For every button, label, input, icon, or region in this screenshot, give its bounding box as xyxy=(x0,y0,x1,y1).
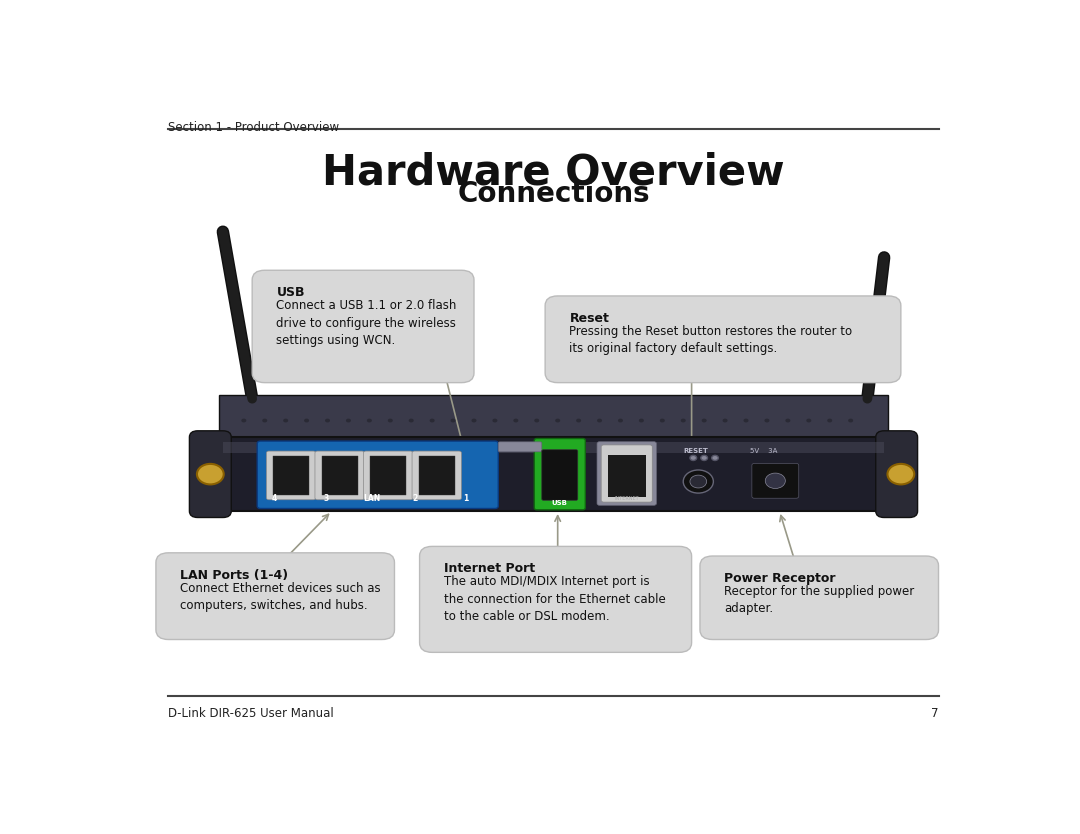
Circle shape xyxy=(367,419,372,423)
FancyBboxPatch shape xyxy=(419,546,691,652)
FancyBboxPatch shape xyxy=(267,451,315,500)
Text: 2: 2 xyxy=(413,495,418,504)
FancyBboxPatch shape xyxy=(273,456,309,495)
Text: USB: USB xyxy=(276,286,305,299)
Circle shape xyxy=(690,455,697,460)
Circle shape xyxy=(513,419,518,423)
Circle shape xyxy=(430,419,434,423)
FancyBboxPatch shape xyxy=(189,431,231,517)
Circle shape xyxy=(597,419,602,423)
Circle shape xyxy=(305,419,309,423)
Circle shape xyxy=(639,419,644,423)
Circle shape xyxy=(555,419,561,423)
Text: 1: 1 xyxy=(463,495,469,504)
Circle shape xyxy=(346,419,351,423)
Text: INTERNET: INTERNET xyxy=(615,496,639,501)
FancyBboxPatch shape xyxy=(315,451,364,500)
Circle shape xyxy=(827,419,833,423)
FancyBboxPatch shape xyxy=(700,556,939,640)
Circle shape xyxy=(408,419,414,423)
Text: Power Receptor: Power Receptor xyxy=(725,572,836,585)
FancyBboxPatch shape xyxy=(156,553,394,640)
Circle shape xyxy=(388,419,393,423)
Circle shape xyxy=(766,473,785,489)
Text: Receptor for the supplied power
adapter.: Receptor for the supplied power adapter. xyxy=(725,585,915,615)
Text: Hardware Overview: Hardware Overview xyxy=(322,152,785,193)
Text: 5V    3A: 5V 3A xyxy=(751,448,778,454)
FancyBboxPatch shape xyxy=(222,442,885,454)
FancyBboxPatch shape xyxy=(413,451,461,500)
Text: Connections: Connections xyxy=(457,180,650,208)
Circle shape xyxy=(888,464,915,485)
FancyBboxPatch shape xyxy=(876,431,918,517)
Text: Connect a USB 1.1 or 2.0 flash
drive to configure the wireless
settings using WC: Connect a USB 1.1 or 2.0 flash drive to … xyxy=(276,299,457,347)
FancyBboxPatch shape xyxy=(218,437,889,511)
Text: Reset: Reset xyxy=(569,312,609,325)
FancyBboxPatch shape xyxy=(597,442,657,505)
Circle shape xyxy=(660,419,665,423)
Text: The auto MDI/MDIX Internet port is
the connection for the Ethernet cable
to the : The auto MDI/MDIX Internet port is the c… xyxy=(444,575,665,623)
Circle shape xyxy=(702,419,706,423)
Text: 3: 3 xyxy=(323,495,328,504)
Text: 7: 7 xyxy=(931,707,939,720)
Circle shape xyxy=(723,419,728,423)
Circle shape xyxy=(283,419,288,423)
Circle shape xyxy=(197,464,224,485)
Text: RESET: RESET xyxy=(684,448,708,454)
Text: D-Link DIR-625 User Manual: D-Link DIR-625 User Manual xyxy=(168,707,334,720)
FancyBboxPatch shape xyxy=(257,441,498,509)
FancyBboxPatch shape xyxy=(253,270,474,383)
Circle shape xyxy=(618,419,623,423)
FancyBboxPatch shape xyxy=(608,455,646,497)
Circle shape xyxy=(535,419,539,423)
Circle shape xyxy=(450,419,456,423)
Text: Pressing the Reset button restores the router to
its original factory default se: Pressing the Reset button restores the r… xyxy=(569,325,852,355)
Circle shape xyxy=(262,419,267,423)
Polygon shape xyxy=(218,395,889,437)
FancyBboxPatch shape xyxy=(364,451,413,500)
Circle shape xyxy=(712,455,718,460)
Circle shape xyxy=(765,419,769,423)
FancyBboxPatch shape xyxy=(602,445,652,502)
FancyBboxPatch shape xyxy=(535,439,585,510)
Circle shape xyxy=(576,419,581,423)
Text: Connect Ethernet devices such as
computers, switches, and hubs.: Connect Ethernet devices such as compute… xyxy=(180,582,381,612)
Circle shape xyxy=(472,419,476,423)
Circle shape xyxy=(492,419,498,423)
Text: LAN: LAN xyxy=(363,495,380,504)
FancyBboxPatch shape xyxy=(322,456,357,495)
Text: USB: USB xyxy=(552,500,568,506)
Text: Section 1 - Product Overview: Section 1 - Product Overview xyxy=(168,121,339,134)
FancyBboxPatch shape xyxy=(370,456,406,495)
FancyBboxPatch shape xyxy=(419,456,455,495)
Text: 4: 4 xyxy=(272,495,278,504)
Circle shape xyxy=(848,419,853,423)
Text: Internet Port: Internet Port xyxy=(444,562,535,575)
Circle shape xyxy=(743,419,748,423)
Circle shape xyxy=(690,475,706,488)
Circle shape xyxy=(680,419,686,423)
FancyBboxPatch shape xyxy=(545,296,901,383)
Circle shape xyxy=(701,455,707,460)
Circle shape xyxy=(241,419,246,423)
FancyBboxPatch shape xyxy=(498,442,542,452)
FancyBboxPatch shape xyxy=(752,464,799,498)
Circle shape xyxy=(807,419,811,423)
Text: LAN Ports (1-4): LAN Ports (1-4) xyxy=(180,569,288,582)
Circle shape xyxy=(684,470,714,493)
FancyBboxPatch shape xyxy=(542,450,578,500)
Circle shape xyxy=(325,419,330,423)
Circle shape xyxy=(785,419,791,423)
